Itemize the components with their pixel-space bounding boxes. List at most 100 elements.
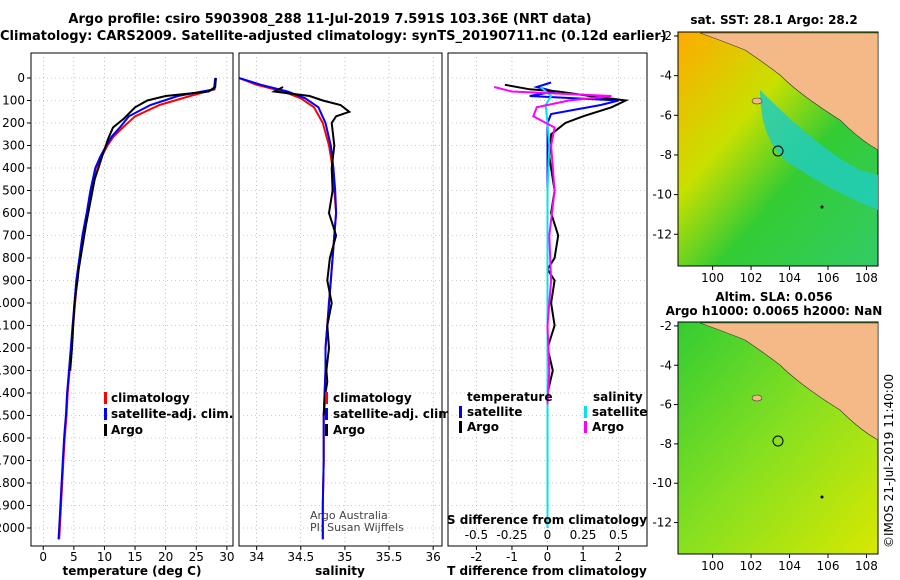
series-line-salinity-satellite (539, 86, 553, 528)
land-sumatra-java (699, 32, 879, 151)
difference-ticks: -2 -1 0 1 2 -0.5 -0.25 0 0.25 0.5 (465, 528, 628, 564)
legend-label-climatology: climatology (333, 391, 412, 405)
difference-lines (493, 81, 630, 528)
x-tick-label: 0 (39, 550, 47, 564)
lon-tick-label: 108 (855, 559, 878, 573)
depth-tick-label: 300 (2, 139, 25, 153)
legend-swatch-argo (325, 424, 328, 436)
depth-tick-label: 0 (17, 71, 25, 85)
x-tick-label: 34.5 (287, 550, 314, 564)
legend-swatch-climatology (104, 392, 107, 404)
depth-tick-label: 1800 (0, 476, 25, 490)
islet-marker (820, 205, 824, 209)
s-difference-axis-label: S difference from climatology (447, 513, 647, 527)
argo-position-marker (772, 145, 784, 157)
depth-tick-label: 900 (2, 274, 25, 288)
x-tick-label: 5 (70, 550, 78, 564)
s-tick-label: 0.5 (609, 528, 628, 542)
lon-tick-label: 100 (701, 559, 724, 573)
sla-map-title-1: Altim. SLA: 0.056 (715, 290, 832, 304)
lat-tick-label: -4 (660, 69, 672, 83)
credit-line-1: Argo Australia (310, 509, 388, 522)
legend-swatch-satellite (325, 408, 328, 420)
temperature-panel: 0 5 10 15 20 25 30 0 100 200 300 400 500 600 700 800 90… (0, 52, 235, 578)
lat-tick-label: -10 (652, 476, 672, 490)
legend-head-salinity: salinity (593, 390, 643, 404)
x-tick-label: 0 (544, 550, 552, 564)
legend-swatch-argo (104, 424, 107, 436)
sla-map-ticks: 100 102 104 106 108 -2 -4 -6 -8 -10 -12 (652, 319, 878, 573)
lon-tick-label: 104 (778, 271, 801, 285)
depth-tick-label: 1500 (0, 409, 25, 423)
sst-map: sat. SST: 28.1 Argo: 28.2 100 102 104 106 10… (652, 13, 879, 285)
imos-side-label: ©IMOS 21-Jul-2019 11:40:00 (882, 374, 896, 548)
difference-panel: -2 -1 0 1 2 -0.5 -0.25 0 0.25 0.5 T difference fr… (447, 52, 648, 578)
x-tick-label: 35.5 (376, 550, 403, 564)
legend-label-argo: Argo (111, 423, 143, 437)
depth-tick-label: 1700 (0, 454, 25, 468)
series-line-salinity-argo (493, 86, 612, 405)
sla-map: Altim. SLA: 0.056 Argo h1000: 0.0065 h20… (652, 290, 882, 573)
x-tick-label: 25 (189, 550, 204, 564)
lon-tick-label: 106 (817, 271, 840, 285)
x-tick-label: -1 (506, 550, 518, 564)
temperature-axis-label: temperature (deg C) (63, 564, 202, 578)
depth-tick-label: 1400 (0, 386, 25, 400)
depth-tick-label: 1000 (0, 296, 25, 310)
temperature-panel-frame (30, 52, 234, 547)
lat-tick-label: -8 (660, 437, 672, 451)
x-tick-label: 36 (426, 550, 441, 564)
salinity-legend: climatology satellite-adj. clim. Argo (325, 391, 455, 437)
s-tick-label: 0.25 (570, 528, 597, 542)
depth-tick-label: 1300 (0, 364, 25, 378)
sst-cool-patch (760, 90, 878, 210)
x-tick-label: 15 (127, 550, 142, 564)
island (751, 394, 763, 402)
depth-tick-label: 1200 (0, 341, 25, 355)
legend-swatch-temp-satellite (459, 406, 462, 418)
sst-map-title: sat. SST: 28.1 Argo: 28.2 (690, 13, 857, 27)
lon-tick-label: 108 (855, 271, 878, 285)
legend-swatch-climatology (325, 392, 328, 404)
salinity-panel: 34 34.5 35 35.5 36 salinity climatology sate… (238, 52, 455, 578)
islet-marker (820, 495, 824, 499)
depth-tick-label: 1100 (0, 319, 25, 333)
lat-tick-label: -2 (660, 319, 672, 333)
legend-label-satellite: satellite-adj. clim. (111, 407, 233, 421)
salinity-lines (238, 77, 352, 540)
depth-tick-label: 800 (2, 251, 25, 265)
difference-legend: temperature salinity satellite Argo sate… (459, 390, 647, 434)
depth-tick-label: 500 (2, 184, 25, 198)
legend-swatch-sal-satellite (584, 406, 587, 418)
lon-tick-label: 102 (740, 271, 763, 285)
credit-line-2: PI: Susan Wijffels (310, 521, 404, 534)
s-tick-label: -0.5 (465, 528, 488, 542)
legend-head-temperature: temperature (467, 390, 552, 404)
temperature-ticks: 0 5 10 15 20 25 30 (39, 546, 235, 564)
x-tick-label: 34 (249, 550, 264, 564)
salinity-ticks: 34 34.5 35 35.5 36 (249, 546, 441, 564)
salinity-panel-frame (238, 52, 443, 547)
x-tick-label: 35 (337, 550, 352, 564)
depth-tick-label: 400 (2, 161, 25, 175)
x-tick-label: 10 (97, 550, 112, 564)
legend-label-argo: Argo (333, 423, 365, 437)
lon-tick-label: 102 (740, 559, 763, 573)
temperature-lines (57, 77, 217, 540)
x-tick-label: -2 (470, 550, 482, 564)
depth-tick-label: 1900 (0, 499, 25, 513)
temperature-grid (31, 53, 233, 546)
s-tick-label: 0 (544, 528, 552, 542)
x-tick-label: 20 (158, 550, 173, 564)
lat-tick-label: -12 (652, 227, 672, 241)
lat-tick-label: -4 (660, 358, 672, 372)
legend-swatch-sal-argo (584, 421, 587, 433)
t-difference-axis-label: T difference from climatology (447, 564, 647, 578)
x-tick-label: 30 (219, 550, 234, 564)
depth-tick-label: 700 (2, 229, 25, 243)
depth-tick-label: 1600 (0, 431, 25, 445)
sla-map-title-2: Argo h1000: 0.0065 h2000: NaN (666, 304, 883, 318)
legend-label-temp-argo: Argo (467, 420, 499, 434)
series-line-argo (270, 86, 352, 416)
